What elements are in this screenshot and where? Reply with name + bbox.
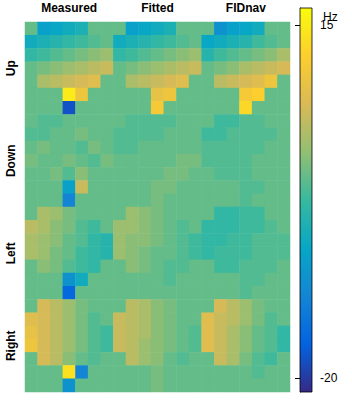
svg-text:-20: -20	[320, 371, 338, 385]
svg-text:15: 15	[320, 18, 334, 33]
svg-text:Down: Down	[4, 144, 18, 177]
svg-text:FIDnav: FIDnav	[226, 1, 266, 15]
svg-text:Fitted: Fitted	[141, 1, 174, 15]
svg-text:Left: Left	[4, 242, 18, 264]
svg-text:Measured: Measured	[41, 1, 97, 15]
svg-text:Up: Up	[4, 60, 18, 76]
svg-text:Right: Right	[4, 330, 18, 361]
svg-text:Hz: Hz	[323, 10, 338, 24]
